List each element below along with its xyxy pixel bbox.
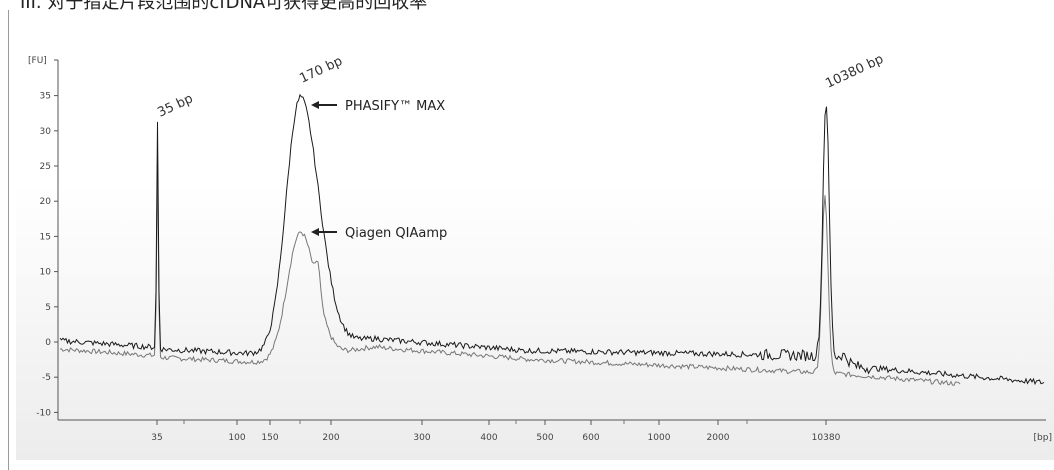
x-tick-label: 2000 xyxy=(707,433,730,443)
x-tick-label: 100 xyxy=(228,433,245,443)
section-heading: III. 对于指定片段范围的cfDNA可获得更高的回收率 xyxy=(20,0,428,13)
y-tick-label: 15 xyxy=(40,232,51,242)
y-tick-label: 10 xyxy=(40,268,52,278)
series-line-qiagen-qiaamp xyxy=(59,157,961,386)
y-tick-label: 0 xyxy=(45,338,51,348)
y-tick-label: 20 xyxy=(40,197,52,207)
y-axis-unit: [FU] xyxy=(28,56,47,66)
peak-label: 35 bp xyxy=(155,91,195,120)
x-tick-label: 500 xyxy=(536,433,553,443)
x-tick-label: 35 xyxy=(151,433,162,443)
x-tick-label: 300 xyxy=(413,433,430,443)
x-tick-label: 600 xyxy=(582,433,599,443)
y-tick-label: 25 xyxy=(40,162,51,172)
y-tick-label: -5 xyxy=(42,373,51,383)
annotation-arrow-head xyxy=(311,228,319,236)
x-tick-label: 200 xyxy=(322,433,339,443)
annotation-arrow-head xyxy=(311,101,319,109)
peak-label: 170 bp xyxy=(297,54,345,87)
x-tick-label: 150 xyxy=(261,433,278,443)
x-tick-label: 1000 xyxy=(648,433,671,443)
y-tick-label: 5 xyxy=(45,303,51,313)
y-tick-label: 35 xyxy=(40,92,51,102)
x-tick-label: 400 xyxy=(480,433,497,443)
y-tick-label: 30 xyxy=(40,127,52,137)
chart-panel xyxy=(16,36,1054,460)
x-tick-label: 10380 xyxy=(812,433,841,443)
peak-label: 10380 bp xyxy=(823,52,886,92)
annotation-label: PHASIFY™ MAX xyxy=(345,99,445,114)
annotation-label: Qiagen QIAamp xyxy=(345,226,447,241)
x-axis-unit: [bp] xyxy=(1034,433,1052,443)
series-line-phasify-max xyxy=(59,93,1045,386)
y-tick-label: -10 xyxy=(36,408,51,418)
frame-border xyxy=(8,10,9,470)
